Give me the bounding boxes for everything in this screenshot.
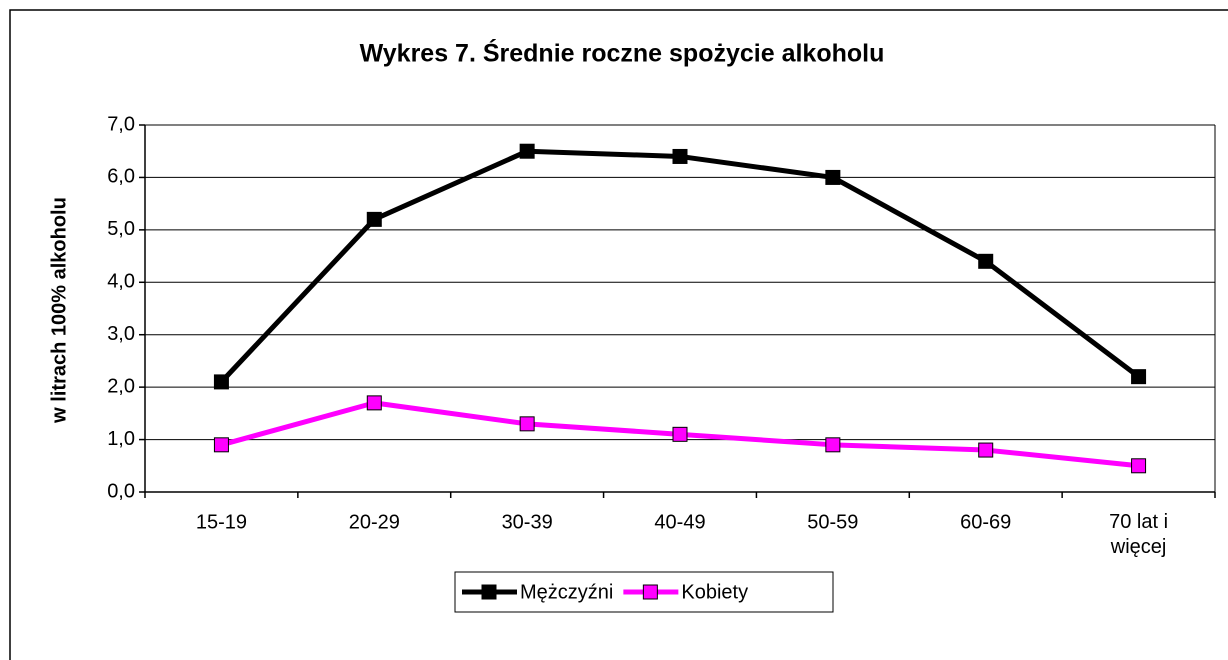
data-point bbox=[366, 211, 382, 227]
y-tick-label: 0,0 bbox=[107, 480, 135, 502]
y-tick-label: 1,0 bbox=[107, 428, 135, 450]
data-point bbox=[672, 426, 688, 442]
x-tick-label: 30-39 bbox=[502, 511, 553, 533]
data-point bbox=[366, 395, 382, 411]
x-tick-label: 20-29 bbox=[349, 511, 400, 533]
data-point bbox=[519, 416, 535, 432]
legend-label: Mężczyźni bbox=[520, 581, 613, 603]
y-tick-label: 4,0 bbox=[107, 271, 135, 293]
legend-label: Kobiety bbox=[681, 581, 748, 603]
y-axis-label: w litrach 100% alkoholu bbox=[48, 197, 70, 424]
y-tick-label: 5,0 bbox=[107, 218, 135, 240]
data-point bbox=[825, 169, 841, 185]
legend-swatch-marker bbox=[642, 584, 658, 600]
data-point bbox=[519, 143, 535, 159]
data-point bbox=[213, 374, 229, 390]
data-point bbox=[978, 442, 994, 458]
y-tick-label: 7,0 bbox=[107, 113, 135, 135]
data-point bbox=[672, 148, 688, 164]
chart-title: Wykres 7. Średnie roczne spożycie alkoho… bbox=[360, 38, 885, 68]
x-tick-label: 70 lat i więcej bbox=[1109, 511, 1168, 558]
legend: Mężczyźni Kobiety bbox=[454, 571, 834, 613]
y-tick-label: 3,0 bbox=[107, 323, 135, 345]
x-tick-label: 40-49 bbox=[654, 511, 705, 533]
data-point bbox=[1131, 458, 1147, 474]
x-tick-label: 15-19 bbox=[196, 511, 247, 533]
y-tick-label: 6,0 bbox=[107, 166, 135, 188]
data-point bbox=[978, 253, 994, 269]
data-point bbox=[213, 437, 229, 453]
data-point bbox=[825, 437, 841, 453]
x-tick-label: 50-59 bbox=[807, 511, 858, 533]
data-point bbox=[1131, 369, 1147, 385]
legend-swatch-marker bbox=[481, 584, 497, 600]
y-tick-label: 2,0 bbox=[107, 375, 135, 397]
x-tick-label: 60-69 bbox=[960, 511, 1011, 533]
